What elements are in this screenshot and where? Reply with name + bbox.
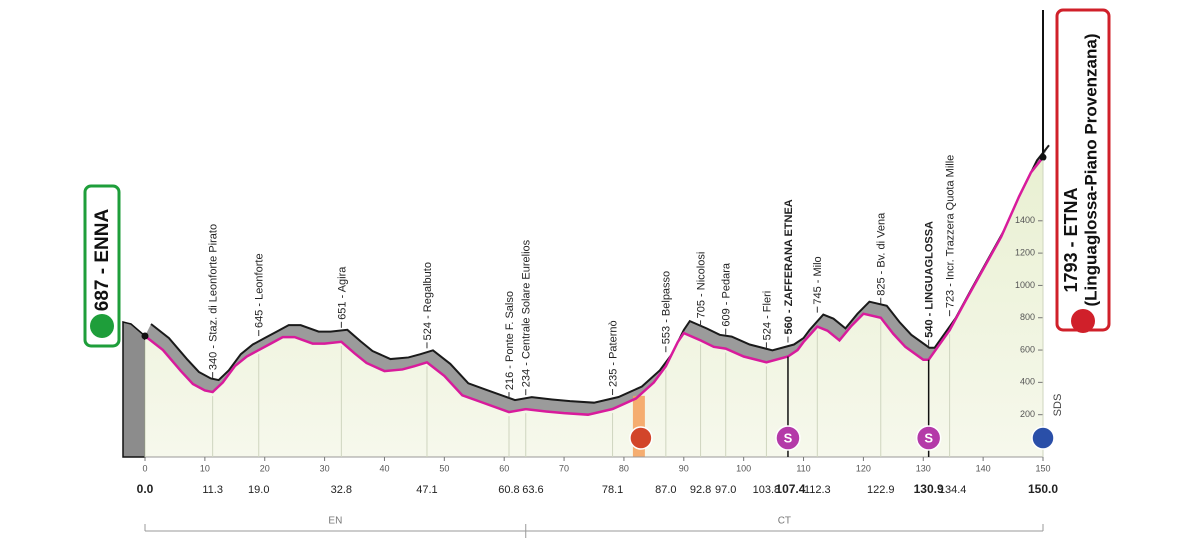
km-label: 122.9 [867, 484, 895, 496]
profile-area [145, 157, 1043, 457]
km-label: 63.6 [522, 484, 543, 496]
source-label: SDS [1052, 394, 1064, 417]
y-tick-label: 800 [1020, 312, 1035, 322]
x-tick-label: 20 [260, 463, 270, 473]
x-tick-label: 90 [679, 463, 689, 473]
x-tick-label: 100 [736, 463, 751, 473]
waypoint-label: 524 - Regalbuto [422, 262, 434, 340]
waypoint-label: 825 - Bv. di Vena [876, 212, 888, 296]
start-label: 687 - ENNA [92, 209, 113, 312]
waypoint-label: 235 - Paternò [607, 320, 619, 387]
km-label: 150.0 [1028, 482, 1058, 496]
waypoint-label: 340 - Staz. di Leonforte Pirato [208, 224, 220, 370]
x-tick-label: 60 [499, 463, 509, 473]
km-label: 11.3 [202, 484, 223, 496]
feed-zone [632, 395, 645, 457]
start-icon [90, 314, 114, 338]
sprint-icon [775, 425, 801, 451]
x-tick-label: 70 [559, 463, 569, 473]
profile-ridge [150, 144, 1050, 404]
finish-label: 1793 - ETNA [1061, 187, 1081, 292]
province-label: EN [328, 516, 342, 527]
y-tick-label: 1200 [1015, 247, 1035, 257]
km-label: 32.8 [331, 484, 352, 496]
waypoint-label: 645 - Leonforte [254, 253, 266, 328]
start-dot [141, 332, 149, 340]
waypoint-label: 651 - Agira [336, 266, 348, 320]
x-tick-label: 0 [142, 463, 147, 473]
km-label: 87.0 [655, 484, 676, 496]
km-label: 0.0 [137, 482, 154, 496]
km-label: 19.0 [248, 484, 269, 496]
km-label: 134.4 [939, 484, 967, 496]
sprint-icon [915, 425, 942, 451]
start-wall [122, 321, 146, 458]
y-tick-label: 200 [1020, 409, 1035, 419]
feed-icon [629, 426, 653, 450]
finish-icon [1071, 309, 1095, 333]
y-tick-label: 1000 [1015, 280, 1035, 290]
waypoint-label: 234 - Centrale Solare Eurelios [521, 239, 533, 387]
sprint-symbol: S [924, 430, 933, 445]
waypoint-label: 745 - Milo [812, 256, 824, 304]
waypoint-label: 609 - Pedara [721, 262, 733, 326]
shadow-layer [122, 144, 1050, 458]
x-tick-label: 40 [379, 463, 389, 473]
profile-line [144, 156, 1044, 416]
y-tick-label: 400 [1020, 377, 1035, 387]
start-box [83, 184, 121, 348]
x-tick-label: 10 [200, 463, 210, 473]
x-tick-label: 30 [320, 463, 330, 473]
km-label: 47.1 [416, 484, 437, 496]
km-label: 103.8 [753, 484, 781, 496]
km-label: 130.9 [914, 482, 944, 496]
x-tick-label: 140 [976, 463, 991, 473]
x-tick-label: 150 [1035, 463, 1050, 473]
waypoint-label: 723 - Incr. Trazzera Quota Mille [945, 155, 957, 308]
sprint-symbol: S [784, 430, 793, 445]
waypoint-label: 540 - LINGUAGLOSSA [924, 221, 936, 338]
waypoint-label: 524 - Fleri [761, 291, 773, 341]
x-tick-label: 120 [856, 463, 871, 473]
waypoint-label: 560 - ZAFFERANA ETNEA [783, 199, 795, 334]
y-tick-label: 1400 [1015, 215, 1035, 225]
finish-sublabel: (Linguaglossa-Piano Provenzana) [1081, 34, 1100, 307]
y-tick-label: 600 [1020, 344, 1035, 354]
waypoint-label: 705 - Nicolosi [695, 252, 707, 319]
km-label: 107.4 [775, 482, 805, 496]
x-tick-label: 50 [439, 463, 449, 473]
km-label: 92.8 [690, 484, 711, 496]
km-label: 112.3 [804, 484, 831, 496]
km-label: 97.0 [715, 484, 736, 496]
km-label: 60.8 [498, 484, 519, 496]
x-tick-label: 110 [796, 463, 810, 473]
waypoint-label: 216 - Ponte F. Salso [504, 291, 516, 390]
x-tick-label: 130 [916, 463, 931, 473]
x-tick-label: 80 [619, 463, 629, 473]
km-label: 78.1 [602, 484, 623, 496]
province-label: CT [778, 516, 791, 527]
waypoint-label: 553 - Belpasso [661, 271, 673, 344]
finish-flag-icon [1031, 426, 1055, 450]
